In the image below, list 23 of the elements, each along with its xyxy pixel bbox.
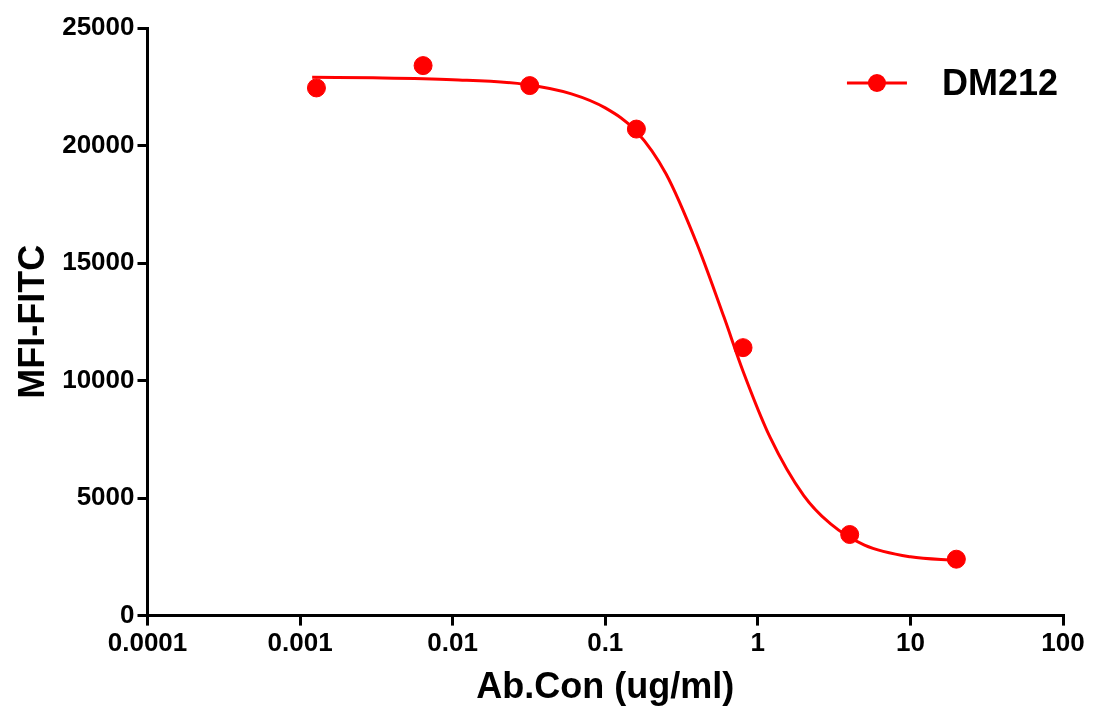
y-tick-label: 25000 [62,11,135,42]
y-tick-label: 5000 [76,481,135,512]
x-tick-label: 0.001 [267,627,333,658]
point [413,56,433,76]
x-tick-label: 1 [750,627,766,658]
x-axis-title: Ab.Con (ug/ml) [476,665,735,707]
y-tick-label: 20000 [62,128,135,159]
y-tick-label: 10000 [62,363,135,394]
point [520,76,540,96]
point [626,119,646,139]
point [733,338,753,358]
point [840,525,860,545]
y-tick-label: 15000 [62,246,135,277]
point [946,549,966,569]
y-tick-label: 0 [120,598,135,629]
x-tick-label: 0.1 [587,627,624,658]
x-tick-label: 100 [1041,627,1085,658]
point [306,78,326,98]
x-tick-label: 0.0001 [107,627,188,658]
y-axis-title: MFI-FITC [10,244,52,399]
x-tick-label: 10 [895,627,925,658]
x-tick-label: 0.01 [427,627,478,658]
legend-label: DM212 [941,61,1059,103]
